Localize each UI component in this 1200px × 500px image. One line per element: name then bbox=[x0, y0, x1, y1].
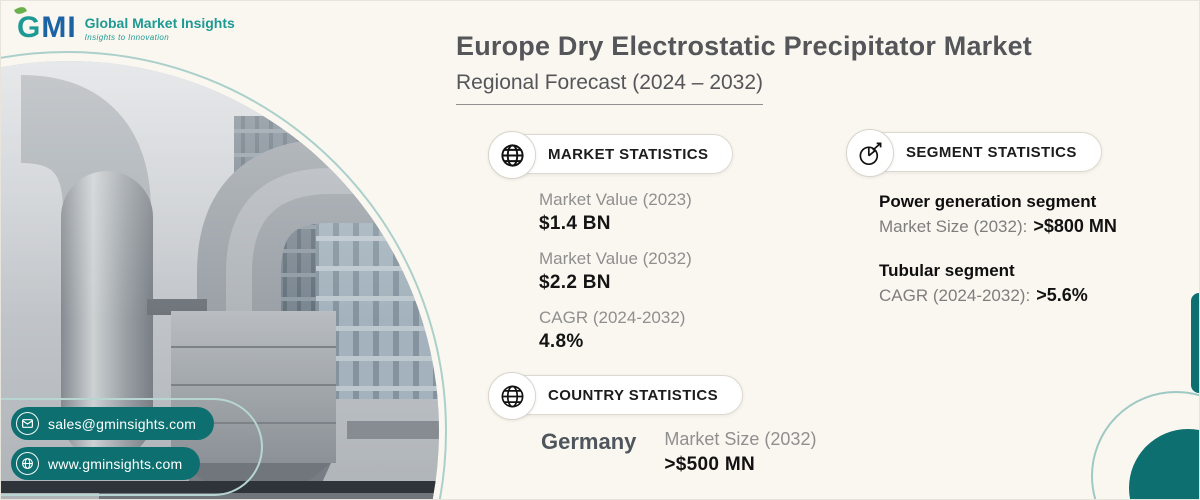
country-stat: Market Size (2032) >$500 MN bbox=[664, 429, 816, 476]
segment-stat-value: >5.6% bbox=[1036, 285, 1088, 305]
gmi-logo-letter-g: G bbox=[17, 11, 42, 44]
market-statistics-heading: MARKET STATISTICS bbox=[548, 145, 709, 163]
globe-grid-icon bbox=[488, 131, 536, 179]
globe-icon bbox=[16, 452, 39, 475]
segment-statistics-items: Power generation segment Market Size (20… bbox=[879, 192, 1117, 306]
gmi-logo-mark: GMI bbox=[14, 4, 77, 44]
market-statistics-items: Market Value (2023) $1.4 BN Market Value… bbox=[539, 190, 733, 353]
logo-text: Global Market Insights Insights to Innov… bbox=[85, 15, 235, 42]
email-contact[interactable]: sales@gminsights.com bbox=[11, 407, 215, 440]
stat-market-value-2023: Market Value (2023) $1.4 BN bbox=[539, 190, 733, 235]
country-statistics-heading: COUNTRY STATISTICS bbox=[548, 386, 718, 404]
gmi-logo: GMI Global Market Insights Insights to I… bbox=[14, 4, 235, 44]
gmi-logo-letters-mi: MI bbox=[41, 11, 77, 44]
segment-statistics-badge: SEGMENT STATISTICS bbox=[846, 129, 1102, 177]
envelope-icon bbox=[16, 412, 39, 435]
email-text: sales@gminsights.com bbox=[48, 415, 197, 432]
country-stat-label: Market Size (2032) bbox=[664, 429, 817, 449]
stat-cagr: CAGR (2024-2032) 4.8% bbox=[539, 308, 733, 353]
segment-name: Tubular segment bbox=[879, 261, 1015, 280]
country-statistics-row: Germany Market Size (2032) >$500 MN bbox=[541, 429, 816, 476]
segment-stat-value: >$800 MN bbox=[1033, 216, 1117, 236]
country-stat-value: >$500 MN bbox=[664, 454, 755, 475]
country-statistics-section: COUNTRY STATISTICS Germany Market Size (… bbox=[488, 372, 816, 476]
stat-value: $1.4 BN bbox=[539, 213, 611, 234]
pie-chart-arrow-icon bbox=[846, 129, 894, 177]
logo-company-name: Global Market Insights bbox=[84, 14, 235, 31]
page-subtitle: Regional Forecast (2024 – 2032) bbox=[456, 71, 764, 105]
contact-outline-decoration bbox=[1, 398, 263, 496]
segment-tubular: Tubular segment CAGR (2024-2032): >5.6% bbox=[879, 261, 1117, 306]
website-text: www.gminsights.com bbox=[48, 455, 183, 472]
logo-tagline: Insights to Innovation bbox=[84, 32, 170, 42]
segment-power-generation: Power generation segment Market Size (20… bbox=[879, 192, 1117, 237]
stat-value: 4.8% bbox=[539, 331, 584, 352]
globe-icon bbox=[488, 372, 536, 420]
segment-stat-line: Market Size (2032): >$800 MN bbox=[879, 216, 1117, 237]
stat-label: CAGR (2024-2032) bbox=[539, 308, 686, 327]
market-statistics-section: MARKET STATISTICS Market Value (2023) $1… bbox=[488, 131, 734, 367]
header: Europe Dry Electrostatic Precipitator Ma… bbox=[456, 31, 1136, 105]
segment-statistics-section: SEGMENT STATISTICS Power generation segm… bbox=[846, 129, 1117, 330]
stat-market-value-2032: Market Value (2032) $2.2 BN bbox=[539, 249, 733, 294]
website-contact[interactable]: www.gminsights.com bbox=[11, 447, 201, 480]
segment-stat-label: CAGR (2024-2032): bbox=[879, 286, 1031, 305]
stat-value: $2.2 BN bbox=[539, 272, 611, 293]
stat-label: Market Value (2032) bbox=[539, 249, 692, 268]
stat-label: Market Value (2023) bbox=[539, 190, 692, 209]
segment-statistics-heading: SEGMENT STATISTICS bbox=[906, 143, 1077, 161]
country-statistics-badge: COUNTRY STATISTICS bbox=[488, 372, 743, 420]
segment-stat-label: Market Size (2032): bbox=[879, 217, 1028, 236]
segment-name: Power generation segment bbox=[879, 192, 1097, 211]
page-title: Europe Dry Electrostatic Precipitator Ma… bbox=[456, 31, 1032, 61]
segment-stat-line: CAGR (2024-2032): >5.6% bbox=[879, 285, 1117, 306]
country-name: Germany bbox=[541, 429, 637, 454]
market-statistics-badge: MARKET STATISTICS bbox=[488, 131, 734, 179]
right-edge-accent-decoration bbox=[1191, 293, 1199, 393]
